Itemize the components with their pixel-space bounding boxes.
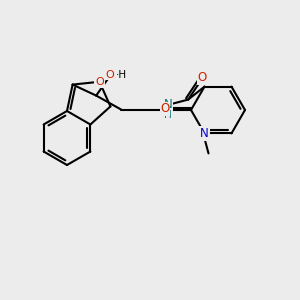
Text: O: O [160,103,169,116]
Text: ·H: ·H [116,70,127,80]
Text: O: O [198,71,207,84]
Text: N: N [164,98,172,111]
Text: N: N [200,127,209,140]
Text: H: H [164,110,172,120]
Text: O: O [105,70,114,80]
Text: O: O [95,77,104,87]
